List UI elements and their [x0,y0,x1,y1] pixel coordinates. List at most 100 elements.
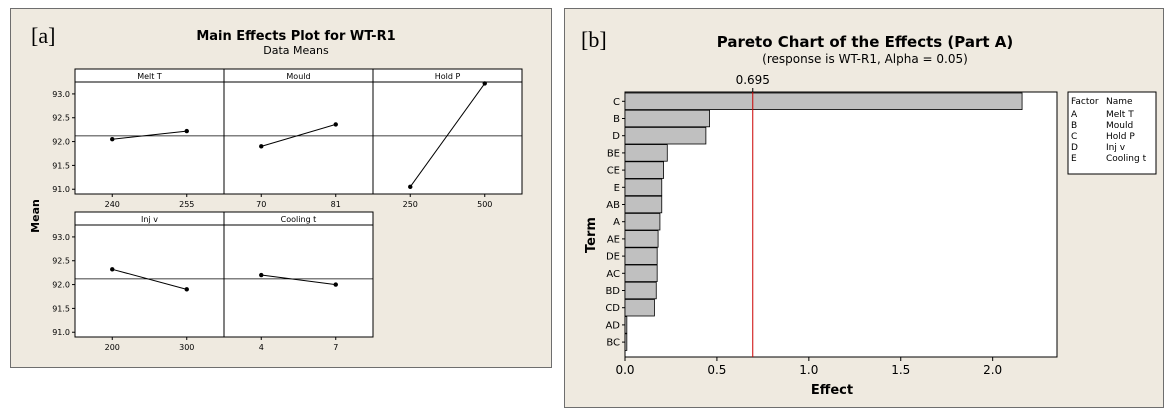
term-label: E [614,183,620,194]
legend-factor-code: D [1071,143,1078,153]
x-tick-label: 255 [179,200,194,209]
effects-subplot-1 [223,68,374,195]
subplot-title-3: Inj v [141,215,158,224]
legend-factor-name: Hold P [1106,132,1135,142]
effect-point [333,122,338,127]
y-tick-label: 92.0 [52,138,70,147]
effect-line-1 [261,123,336,147]
pareto-bar-C [624,92,1023,111]
y-tick-label: 91.5 [52,304,70,313]
legend-factor-name: Inj v [1106,143,1126,153]
effect-point [482,81,487,86]
x-tick-label: 500 [477,200,492,209]
panel-label-b: [b] [581,27,607,52]
legend-factor-code: E [1071,154,1077,164]
y-tick-label: 93.0 [52,233,70,242]
y-tick-label: 93.0 [52,90,70,99]
subplot-header-4 [223,211,374,226]
pareto-bar-BE [624,144,668,162]
effect-line-4 [261,274,336,286]
pareto-bar-E [624,178,663,197]
term-label: AC [606,269,620,280]
subplot-title-1: Mould [286,72,310,81]
term-label: DE [606,252,620,263]
pareto-bar-DE [624,247,658,265]
effects-subplot-0 [74,68,225,195]
effect-point [408,184,413,190]
pareto-bar-AB [624,195,663,214]
term-label: C [613,97,620,108]
effects-subplot-4 [223,211,374,338]
term-label: AE [607,234,620,245]
pareto-bar-BC [624,333,628,351]
x-tick-label: 4 [259,343,264,352]
effects-subplot-2 [372,68,523,195]
legend-factor-code: A [1071,110,1078,120]
pareto-bar-BD [624,281,657,300]
y-tick-label: 91.0 [52,185,70,194]
chart-title: Pareto Chart of the Effects (Part A) [717,33,1013,51]
pareto-bar-A [624,212,661,231]
reference-value-label: 0.695 [736,73,770,87]
x-tick-label: 70 [256,200,266,209]
effects-subplot-3 [74,211,225,338]
term-label: CE [607,166,620,177]
y-tick-label: 92.0 [52,281,70,290]
effect-point [184,287,189,292]
x-tick-label: 1.0 [799,363,818,377]
effect-point [184,128,189,134]
y-tick-label: 92.5 [52,114,70,123]
legend-factor-name: Melt T [1106,110,1134,120]
y-axis-label: Term [584,217,599,253]
pareto-svg: [b] Pareto Chart of the Effects (Part A)… [581,27,1157,398]
pareto-bar-AD [624,316,628,334]
term-label: AB [606,200,620,211]
term-label: B [613,114,620,125]
x-tick-label: 1.5 [891,363,910,377]
subplot-title-4: Cooling t [281,215,317,224]
legend-header-name: Name [1106,97,1133,107]
pareto-bar-CD [624,298,655,317]
main-effects-svg: [a] Main Effects Plot for WT-R1 Data Mea… [29,23,523,352]
term-label: CD [605,303,620,314]
effect-point [259,272,264,278]
y-tick-label: 91.0 [52,328,70,337]
x-tick-label: 2.0 [983,363,1002,377]
x-tick-label: 81 [331,200,341,209]
legend-factor-name: Cooling t [1106,154,1147,164]
panel-label-a: [a] [31,23,55,48]
chart-subtitle: Data Means [263,44,329,57]
legend-factor-code: C [1071,132,1077,142]
term-label: D [612,131,620,142]
main-effects-chart: [a] Main Effects Plot for WT-R1 Data Mea… [10,8,552,368]
term-label: A [613,217,620,228]
pareto-bar-CE [624,161,665,179]
effect-line-3 [112,268,187,290]
subplot-title-0: Melt T [137,72,162,81]
effect-point [259,144,264,149]
x-tick-label: 240 [105,200,120,209]
x-axis-label: Effect [811,383,853,398]
effect-line-0 [112,130,187,140]
pareto-chart: [b] Pareto Chart of the Effects (Part A)… [564,8,1164,408]
term-label: BE [607,148,620,159]
x-tick-label: 0.5 [707,363,726,377]
subplot-title-2: Hold P [435,72,461,81]
legend-factor-code: B [1071,121,1077,131]
effect-line-2 [409,83,486,188]
x-tick-label: 0.0 [615,363,634,377]
chart-subtitle: (response is WT-R1, Alpha = 0.05) [762,52,968,66]
pareto-bar-AC [624,264,658,283]
y-tick-label: 92.5 [52,257,70,266]
y-tick-label: 91.5 [52,161,70,170]
term-label: AD [605,320,620,331]
pareto-bar-B [624,109,710,128]
legend-header-factor: Factor [1071,97,1099,107]
x-tick-label: 250 [403,200,418,209]
y-axis-label: Mean [29,199,42,233]
legend-factor-name: Mould [1106,121,1133,131]
effect-point [333,282,338,287]
term-label: BC [606,338,620,349]
factor-legend [1067,91,1157,175]
x-tick-label: 200 [105,343,120,352]
